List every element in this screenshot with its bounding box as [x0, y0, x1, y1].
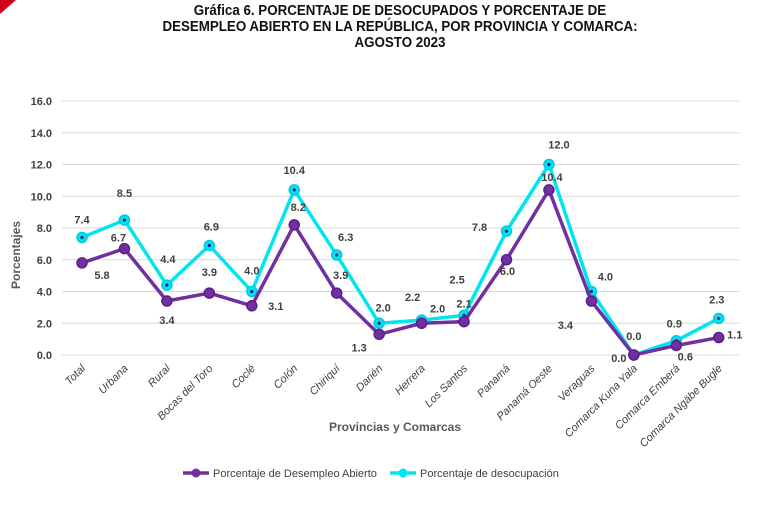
x-tick-label: Veraguas: [556, 362, 598, 404]
data-point: [288, 219, 300, 231]
data-label: 12.0: [548, 140, 569, 152]
data-label: 4.0: [598, 272, 613, 284]
chart-title: Gráfica 6. PORCENTAJE DE DESOCUPADOS Y P…: [162, 3, 638, 51]
data-label: 2.0: [430, 303, 445, 315]
data-label: 7.8: [472, 222, 487, 234]
data-label: 5.8: [94, 270, 109, 282]
corner-logo-mark: [0, 0, 16, 14]
data-label: 2.0: [376, 302, 391, 314]
data-label: 6.7: [111, 233, 126, 245]
x-tick-label: Urbana: [97, 363, 131, 397]
data-point: [161, 295, 173, 307]
y-tick-label: 14.0: [31, 128, 52, 140]
series-line: [81, 162, 720, 357]
data-label: 0.9: [667, 319, 682, 331]
y-tick-label: 12.0: [31, 160, 52, 172]
data-point-center: [207, 243, 211, 248]
data-label: 10.4: [541, 172, 563, 184]
y-tick-label: 4.0: [37, 287, 52, 299]
data-point-center: [377, 321, 381, 325]
legend-label: Porcentaje de Desempleo Abierto: [213, 468, 377, 480]
data-label: 0.0: [626, 331, 641, 343]
series-line: [81, 188, 720, 357]
data-point: [713, 331, 725, 344]
data-label: 1.3: [352, 342, 367, 354]
data-label: 3.1: [268, 301, 283, 313]
x-tick-label: Coclé: [230, 363, 258, 391]
data-point-center: [589, 289, 594, 294]
x-axis-title: Provincias y Comarcas: [329, 420, 461, 434]
data-point: [76, 257, 88, 269]
x-tick-label: Los Santos: [423, 362, 471, 410]
legend-label: Porcentaje de desocupación: [420, 468, 559, 480]
y-tick-label: 0.0: [37, 350, 52, 362]
data-point: [670, 339, 683, 352]
x-tick-label: Herrera: [393, 363, 428, 398]
data-point: [585, 295, 598, 307]
x-tick-label: Colón: [272, 363, 301, 392]
data-label: 8.2: [291, 202, 306, 214]
y-tick-label: 10.0: [31, 191, 52, 203]
data-label: 2.1: [456, 299, 471, 311]
y-tick-label: 2.0: [37, 318, 52, 330]
data-label: 3.9: [333, 270, 348, 282]
data-label: 0.0: [611, 353, 626, 365]
data-label: 2.3: [709, 294, 724, 306]
x-tick-label: Comarca Ngäbe Bugle: [638, 363, 725, 450]
data-point-center: [717, 316, 721, 321]
data-label: 4.0: [244, 266, 259, 278]
data-point-center: [165, 283, 169, 287]
y-tick-label: 16.0: [31, 96, 52, 108]
y-axis-title: Porcentajes: [9, 221, 23, 289]
data-label: 8.5: [117, 188, 132, 200]
data-label: 6.0: [500, 266, 515, 278]
data-label: 4.4: [160, 254, 176, 266]
data-point-center: [80, 235, 84, 240]
y-tick-label: 6.0: [37, 255, 52, 267]
data-point-center: [547, 162, 551, 167]
legend-marker: [191, 468, 201, 478]
data-point: [628, 349, 640, 361]
legend-marker: [398, 468, 408, 478]
data-point-center: [122, 218, 127, 222]
x-tick-label: Rural: [146, 362, 173, 389]
data-point: [458, 315, 470, 328]
data-label: 3.9: [202, 267, 217, 279]
x-tick-label: Panamá: [475, 363, 512, 400]
data-point-center: [504, 229, 509, 233]
data-label: 6.3: [338, 232, 353, 244]
data-label: 7.4: [74, 215, 90, 227]
x-tick-label: Chiriquí: [308, 362, 344, 398]
data-label: 1.1: [727, 330, 742, 342]
x-tick-label: Total: [63, 362, 88, 387]
data-label: 6.9: [204, 221, 219, 233]
data-point-center: [250, 289, 254, 294]
data-point-center: [292, 188, 296, 192]
x-tick-label: Darién: [354, 363, 385, 394]
data-label: 3.4: [159, 315, 175, 327]
data-point: [373, 328, 385, 341]
data-point-center: [335, 253, 339, 257]
data-point: [330, 287, 343, 299]
data-point: [500, 254, 513, 266]
data-label: 2.2: [405, 292, 420, 304]
data-label: 3.4: [558, 320, 574, 332]
x-tick-label: Comarca Kuna Yala: [563, 363, 640, 440]
data-label: 0.6: [678, 351, 693, 363]
data-point: [118, 242, 131, 255]
y-tick-label: 8.0: [37, 223, 52, 235]
data-point: [246, 300, 258, 312]
data-point: [415, 317, 428, 329]
data-label: 10.4: [284, 165, 306, 177]
data-point: [203, 287, 216, 299]
data-point: [543, 184, 555, 196]
data-label: 2.5: [449, 274, 464, 286]
